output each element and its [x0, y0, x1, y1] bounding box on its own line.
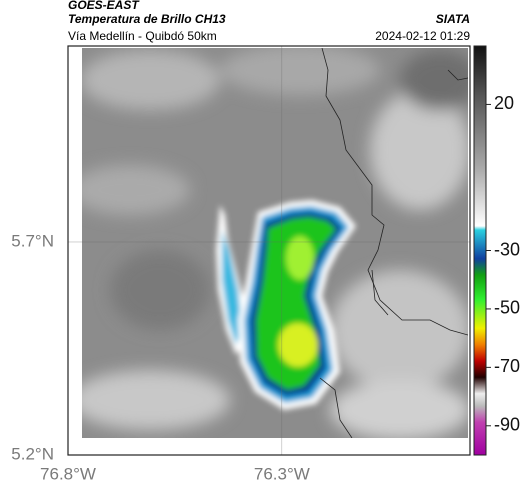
colorbar-tick-label: -70 [494, 356, 520, 376]
timestamp: 2024-02-12 01:29 [375, 29, 470, 43]
lat-tick-label: 5.7°N [11, 231, 54, 250]
colorbar-tick-label: 20 [494, 93, 514, 113]
lon-tick-label: 76.8°W [40, 464, 96, 483]
source: SIATA [436, 12, 470, 26]
region: Vía Medellín - Quibdó 50km [68, 29, 217, 43]
colorbar [473, 45, 487, 456]
lon-tick-label: 76.3°W [254, 464, 310, 483]
colorbar-tick-label: -30 [494, 239, 520, 259]
title: GOES-EAST [68, 0, 140, 12]
lat-tick-label: 5.2°N [11, 444, 54, 463]
satellite-image [82, 48, 468, 438]
colorbar-tick-label: -50 [494, 298, 520, 318]
subtitle: Temperatura de Brillo CH13 [68, 12, 226, 26]
map-frame [67, 45, 471, 456]
colorbar-tick-label: -90 [494, 415, 520, 435]
